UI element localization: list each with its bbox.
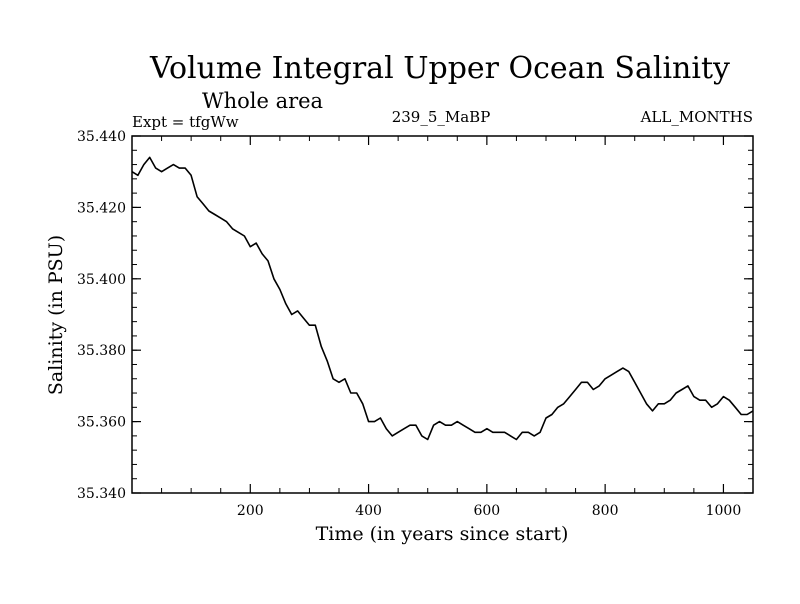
y-tick-label: 35.380 (77, 343, 126, 359)
x-tick-label: 200 (237, 503, 264, 519)
y-axis-ticks: 35.340 35.360 35.380 35.400 35.420 35.440 (77, 129, 753, 502)
plot-frame (131, 135, 754, 494)
y-tick-label: 35.400 (77, 272, 126, 288)
series-line (131, 156, 754, 441)
y-tick-label: 35.360 (77, 415, 126, 431)
y-tick-label: 35.340 (77, 486, 126, 502)
run-id-label: 239_5_MaBP (392, 108, 491, 126)
series-layer (131, 156, 754, 441)
x-axis-ticks: 200 400 600 800 1000 (161, 136, 742, 519)
y-tick-label: 35.440 (77, 129, 126, 145)
x-tick-label: 1000 (706, 503, 742, 519)
chart-title: Volume Integral Upper Ocean Salinity (149, 51, 730, 86)
x-tick-label: 600 (473, 503, 500, 519)
experiment-label: Expt = tfgWw (132, 113, 239, 131)
y-axis-title: Salinity (in PSU) (45, 235, 67, 395)
chart-subtitle: Whole area (202, 89, 323, 113)
x-tick-label: 400 (355, 503, 382, 519)
x-axis-title: Time (in years since start) (316, 523, 569, 545)
months-label: ALL_MONTHS (640, 108, 753, 126)
y-tick-label: 35.420 (77, 200, 126, 216)
x-tick-label: 800 (592, 503, 619, 519)
